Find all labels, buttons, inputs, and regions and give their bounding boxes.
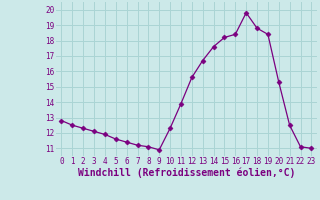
- X-axis label: Windchill (Refroidissement éolien,°C): Windchill (Refroidissement éolien,°C): [78, 168, 295, 178]
